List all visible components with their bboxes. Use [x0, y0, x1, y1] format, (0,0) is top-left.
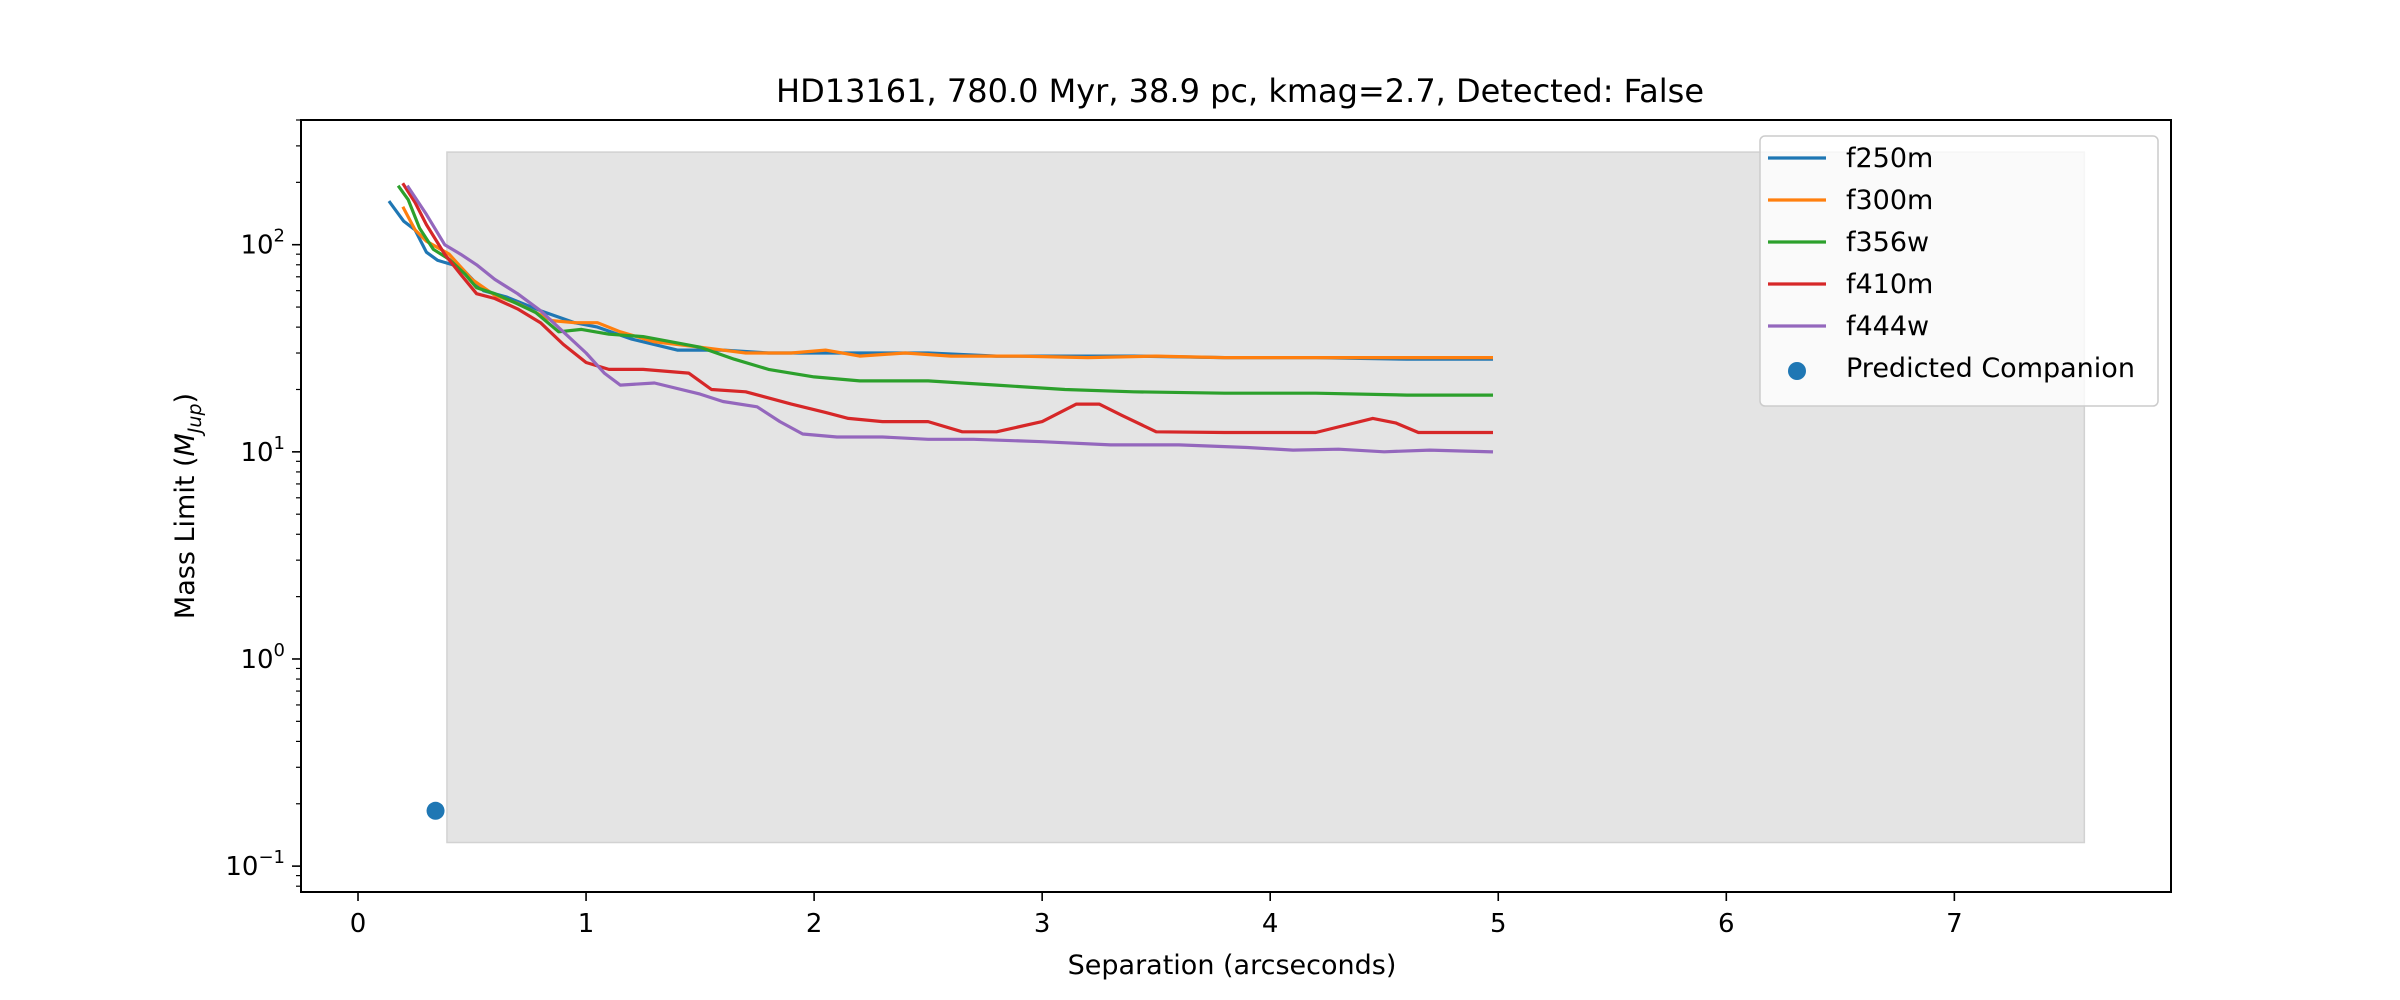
series-line-f444w: [405, 184, 1494, 454]
legend-box: [1759, 135, 2159, 407]
series-line-f300m: [401, 206, 1494, 360]
legend-label-predicted-companion: Predicted Companion: [1846, 353, 2135, 384]
x-tick-label: 2: [806, 909, 823, 939]
x-tick-label: 7: [1946, 909, 1963, 939]
y-tick-label-base: 10: [240, 438, 273, 468]
y-tick-label-base: 10: [240, 231, 273, 261]
x-tick-label: 1: [578, 909, 595, 939]
y-tick-label: 100: [240, 640, 285, 675]
y-tick-label-base: 10: [240, 645, 273, 675]
legend-label-f410m: f410m: [1846, 269, 1933, 300]
predicted-companion-point: [426, 801, 445, 820]
y-tick-label: 101: [240, 433, 285, 468]
legend-label-f444w: f444w: [1846, 311, 1929, 342]
legend-label-f250m: f250m: [1846, 143, 1933, 174]
legend-swatch-predicted-companion: [1788, 362, 1806, 380]
y-tick-label-exponent: −1: [258, 847, 285, 868]
x-tick-label: 4: [1262, 909, 1279, 939]
x-axis-label: Separation (arcseconds): [1068, 950, 1397, 981]
x-tick-label: 6: [1718, 909, 1735, 939]
legend-label-f356w: f356w: [1846, 227, 1929, 258]
y-axis-label-close: ): [170, 393, 201, 404]
x-axis: 0 1 2 3 4 5 6 7: [350, 892, 1963, 939]
legend: f250m f300m f356w f410m f444w Predicted Compa…: [1759, 135, 2159, 407]
y-axis-label-text: Mass Limit (: [170, 456, 201, 619]
series-line-f410m: [401, 182, 1494, 435]
y-axis-label-symbol: M: [170, 433, 201, 456]
y-axis-label-subscript: Jup: [184, 403, 206, 437]
y-axis-label: Mass Limit (MJup): [170, 393, 206, 619]
y-tick-label-base: 10: [225, 852, 258, 882]
legend-label-f300m: f300m: [1846, 185, 1933, 216]
y-tick-label-exponent: 2: [274, 226, 285, 247]
x-tick-label: 5: [1490, 909, 1507, 939]
y-tick-label-exponent: 0: [274, 640, 285, 661]
x-tick-label: 0: [350, 909, 367, 939]
x-tick-label: 3: [1034, 909, 1051, 939]
y-tick-label-exponent: 1: [274, 433, 285, 454]
chart-title: HD13161, 780.0 Myr, 38.9 pc, kmag=2.7, D…: [776, 72, 1704, 110]
plot-frame: [300, 119, 2172, 893]
y-tick-label: 102: [240, 226, 285, 261]
y-tick-label: 10−1: [225, 847, 285, 882]
